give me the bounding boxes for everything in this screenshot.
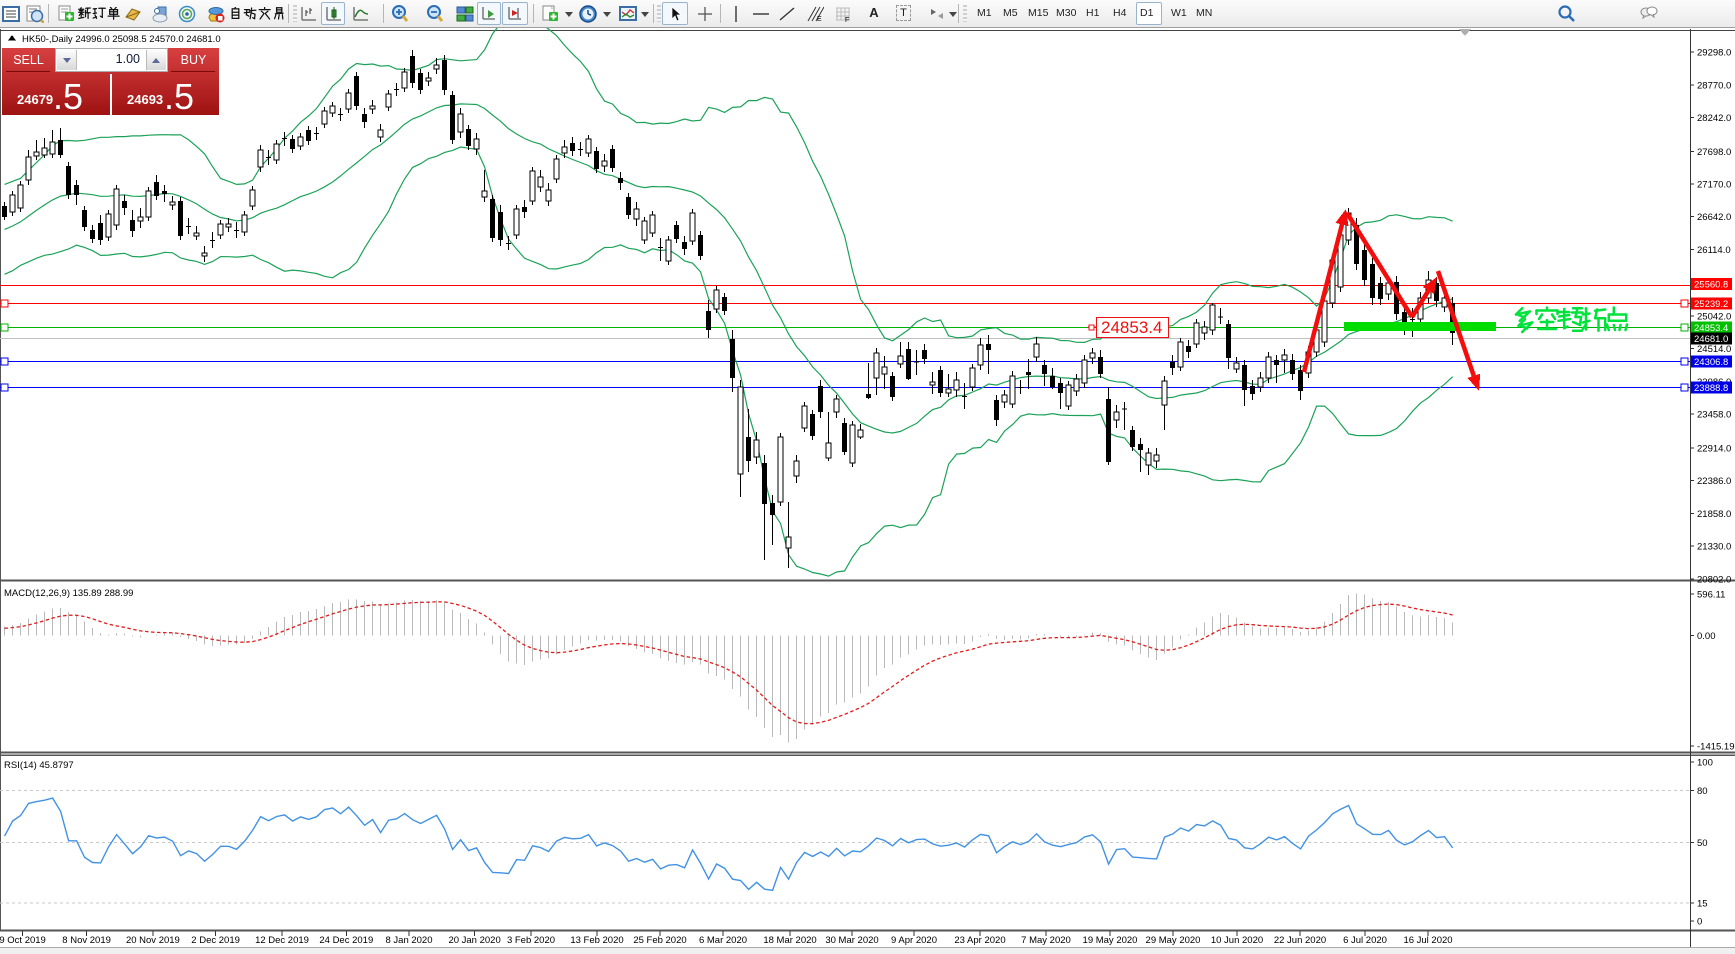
svg-text:29 May 2020: 29 May 2020 [1146, 935, 1201, 946]
svg-text:24306.8: 24306.8 [1694, 357, 1728, 368]
svg-text:26114.0: 26114.0 [1697, 245, 1731, 256]
svg-text:2 Dec 2019: 2 Dec 2019 [191, 935, 240, 946]
svg-text:6 Jul 2020: 6 Jul 2020 [1343, 935, 1387, 946]
svg-text:22 Jun 2020: 22 Jun 2020 [1274, 935, 1326, 946]
svg-text:20 Jan 2020: 20 Jan 2020 [448, 935, 500, 946]
svg-text:24681.0: 24681.0 [1694, 334, 1728, 345]
svg-text:12 Dec 2019: 12 Dec 2019 [255, 935, 309, 946]
svg-text:24 Dec 2019: 24 Dec 2019 [319, 935, 373, 946]
svg-text:30 Mar 2020: 30 Mar 2020 [825, 935, 878, 946]
svg-text:28242.0: 28242.0 [1697, 113, 1731, 124]
svg-text:0.00: 0.00 [1697, 631, 1716, 642]
svg-text:22386.0: 22386.0 [1697, 476, 1731, 487]
svg-text:19 May 2020: 19 May 2020 [1083, 935, 1138, 946]
svg-text:25560.8: 25560.8 [1694, 279, 1728, 290]
svg-text:21330.0: 21330.0 [1697, 542, 1731, 553]
svg-text:23458.0: 23458.0 [1697, 410, 1731, 421]
svg-text:24853.4: 24853.4 [1694, 323, 1728, 334]
svg-text:18 Mar 2020: 18 Mar 2020 [763, 935, 816, 946]
svg-text:80: 80 [1697, 786, 1708, 797]
svg-text:23888.8: 23888.8 [1694, 383, 1728, 394]
svg-text:13 Feb 2020: 13 Feb 2020 [570, 935, 623, 946]
svg-text:6 Mar 2020: 6 Mar 2020 [699, 935, 747, 946]
svg-text:29298.0: 29298.0 [1697, 48, 1731, 59]
svg-text:HK50-,Daily 24996.0 25098.5 2: HK50-,Daily 24996.0 25098.5 24570.0 2468… [22, 34, 221, 45]
svg-text:20802.0: 20802.0 [1697, 574, 1731, 585]
svg-text:16 Jul 2020: 16 Jul 2020 [1403, 935, 1452, 946]
svg-text:9 Oct 2019: 9 Oct 2019 [0, 935, 46, 946]
svg-text:24514.0: 24514.0 [1697, 344, 1731, 355]
svg-text:23 Apr 2020: 23 Apr 2020 [954, 935, 1005, 946]
svg-text:9 Apr 2020: 9 Apr 2020 [891, 935, 937, 946]
svg-text:28770.0: 28770.0 [1697, 80, 1731, 91]
svg-text:10 Jun 2020: 10 Jun 2020 [1211, 935, 1263, 946]
svg-text:100: 100 [1697, 758, 1713, 769]
svg-text:22914.0: 22914.0 [1697, 443, 1731, 454]
svg-text:596.11: 596.11 [1697, 590, 1725, 601]
svg-text:7 May 2020: 7 May 2020 [1021, 935, 1071, 946]
svg-text:24853.4: 24853.4 [1101, 318, 1162, 337]
svg-text:8 Nov 2019: 8 Nov 2019 [62, 935, 111, 946]
svg-text:21858.0: 21858.0 [1697, 509, 1731, 520]
svg-text:3 Feb 2020: 3 Feb 2020 [507, 935, 555, 946]
svg-text:E: E [817, 16, 822, 23]
svg-text:26642.0: 26642.0 [1697, 212, 1731, 223]
svg-text:RSI(14) 45.8797: RSI(14) 45.8797 [4, 760, 74, 771]
svg-text:27170.0: 27170.0 [1697, 180, 1731, 191]
svg-text:20 Nov 2019: 20 Nov 2019 [126, 935, 180, 946]
svg-text:25 Feb 2020: 25 Feb 2020 [633, 935, 686, 946]
svg-text:8 Jan 2020: 8 Jan 2020 [385, 935, 432, 946]
svg-text:MACD(12,26,9) 135.89 288.99: MACD(12,26,9) 135.89 288.99 [4, 588, 133, 599]
svg-text:27698.0: 27698.0 [1697, 147, 1731, 158]
svg-text:0: 0 [1697, 917, 1702, 928]
svg-text:-1415.19: -1415.19 [1697, 742, 1735, 753]
svg-text:15: 15 [1697, 898, 1708, 909]
svg-text:50: 50 [1697, 838, 1708, 849]
svg-text:25239.2: 25239.2 [1694, 299, 1728, 310]
svg-text:25042.0: 25042.0 [1697, 311, 1731, 322]
svg-text:F: F [845, 17, 849, 23]
